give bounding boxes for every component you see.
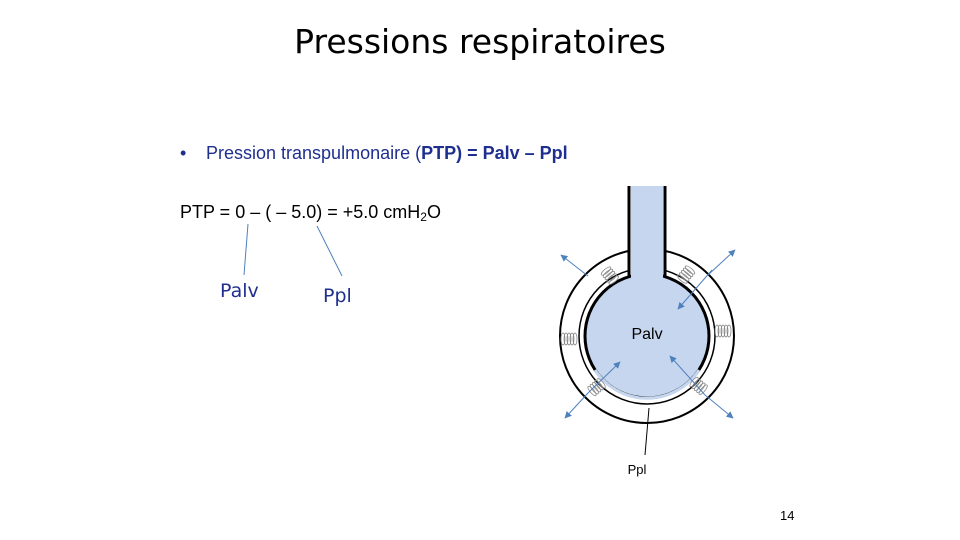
slide-title: Pressions respiratoires: [294, 22, 666, 61]
bullet-text-bold: PTP) = Palv – Ppl: [421, 143, 568, 163]
arrow-outward-upper-right: [707, 249, 736, 276]
alveolus-lower-rim: [593, 369, 701, 400]
spring-coils: [560, 265, 732, 397]
diagram-label-palv: Palv: [631, 326, 662, 343]
equation-main: PTP = 0 – ( – 5.0) = +5.0 cmH: [180, 202, 421, 222]
arrow-inward-lower-left: [587, 361, 621, 394]
spring-left: [560, 332, 578, 346]
pointer-line-pleural: [644, 407, 650, 456]
bullet-marker: •: [180, 143, 187, 163]
arrow-inward-upper-right: [677, 269, 713, 310]
diagram-label-ppl: Ppl: [628, 462, 647, 477]
equation-suffix: O: [426, 202, 441, 222]
spring-lower-right: [689, 376, 708, 395]
page-number: 14: [780, 508, 795, 523]
annotation-ppl: Ppl: [323, 285, 352, 307]
bullet-ptp-definition: • Pression transpulmonaire (PTP) = Palv –…: [180, 143, 568, 164]
spring-lower-left: [587, 378, 606, 397]
bullet-text-prefix: Pression transpulmonaire (: [206, 143, 422, 163]
ptp-equation: PTP = 0 – ( – 5.0) = +5.0 cmH2O: [180, 202, 441, 223]
force-arrows: [560, 249, 736, 419]
arrow-outward-lower-right: [704, 394, 734, 419]
spring-upper-left: [600, 266, 619, 285]
spring-upper-right: [677, 265, 696, 284]
arrow-outward-lower-left: [564, 392, 589, 419]
arrow-outward-upper-left: [560, 254, 589, 277]
spring-right: [714, 324, 732, 338]
arrow-inward-lower-right: [669, 355, 706, 396]
equation-subscript: 2: [420, 210, 427, 224]
pointer-line-palv: [243, 223, 249, 276]
pointer-line-ppl: [316, 225, 343, 277]
annotation-palv: Palv: [220, 280, 259, 302]
trachea-airway: [631, 186, 663, 278]
